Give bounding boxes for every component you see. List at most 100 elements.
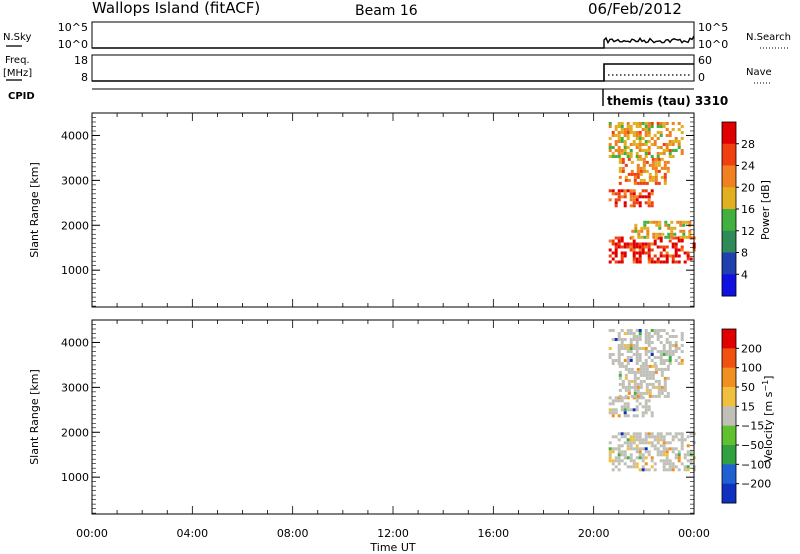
echo-cell (611, 408, 615, 412)
echo-cell (623, 251, 627, 255)
colorbar-segment (722, 406, 736, 427)
echo-cell (682, 223, 686, 227)
echo-cell (668, 353, 672, 356)
echo-cell (635, 137, 639, 140)
echo-cell (627, 172, 631, 176)
colorbar-segment (722, 329, 736, 349)
echo-cell (614, 128, 618, 131)
echo-cell (608, 189, 612, 193)
echo-cell (629, 344, 633, 347)
echo-cell (668, 155, 672, 158)
echo-cell (636, 391, 640, 395)
echo-cell (627, 388, 631, 392)
echo-cell (614, 192, 618, 196)
echo-cell (626, 152, 630, 155)
echo-cell (630, 370, 634, 374)
echo-cell (634, 226, 638, 230)
echo-cell (623, 441, 627, 445)
echo-cell (636, 394, 640, 398)
echo-cell (677, 456, 681, 460)
echo-cell (629, 332, 633, 335)
echo-cell (654, 169, 658, 173)
echo-cell (659, 125, 663, 128)
echo-cell (632, 335, 636, 338)
echo-cell (614, 149, 618, 152)
echo-cell (611, 257, 615, 261)
echo-cell (652, 235, 656, 239)
echo-cell (650, 189, 654, 193)
echo-cell (629, 341, 633, 344)
echo-cell (648, 391, 652, 395)
echo-cell (683, 438, 687, 442)
echo-cell (638, 432, 642, 436)
echo-cell (670, 226, 674, 230)
echo-cell (638, 146, 642, 149)
echo-cell (623, 462, 627, 466)
echo-cell (642, 364, 646, 368)
y-tick-label: 1000 (61, 264, 89, 277)
echo-cell (650, 459, 654, 463)
echo-cell (677, 140, 681, 143)
echo-cell (632, 257, 636, 261)
freq-label: Freq. (5, 55, 30, 66)
echo-cell (671, 350, 675, 353)
echo-cell (662, 468, 666, 472)
echo-cell (659, 453, 663, 457)
echo-cell (665, 441, 669, 445)
echo-cell (638, 149, 642, 152)
echo-cell (665, 122, 669, 125)
colorbar-segment (722, 348, 736, 369)
echo-cell (635, 131, 639, 134)
echo-cell (680, 149, 684, 152)
echo-cell (665, 149, 669, 152)
echo-cell (689, 432, 693, 436)
echo-cell (620, 257, 624, 261)
echo-cell (608, 447, 612, 451)
echo-cell (650, 341, 654, 344)
echo-cell (656, 137, 660, 140)
echo-cell (659, 450, 663, 454)
echo-cell (620, 189, 624, 193)
echo-cell (688, 232, 692, 236)
echo-cell (677, 122, 681, 125)
echo-cell (671, 438, 675, 442)
echo-cell (626, 347, 630, 350)
echo-cell (663, 166, 667, 170)
echo-cell (654, 394, 658, 398)
echo-cell (638, 248, 642, 252)
colorbar-frame (721, 328, 737, 504)
echo-cell (662, 245, 666, 249)
echo-cell (671, 257, 675, 261)
echo-cell (620, 344, 624, 347)
time-axis-label: Time UT (369, 541, 415, 554)
echo-cell (665, 257, 669, 261)
echo-cell (674, 465, 678, 469)
echo-cell (689, 257, 693, 261)
echo-cell (680, 359, 684, 362)
echo-cell (639, 370, 643, 374)
echo-cell (647, 432, 651, 436)
echo-cell (641, 245, 645, 249)
echo-cell (685, 220, 689, 224)
echo-cell (647, 195, 651, 199)
echo-cell (608, 459, 612, 463)
echo-cell (685, 235, 689, 239)
echo-cell (635, 456, 639, 460)
echo-cell (666, 364, 670, 368)
echo-cell (656, 438, 660, 442)
echo-cell (614, 359, 618, 362)
echo-cell (670, 220, 674, 224)
echo-cell (620, 341, 624, 344)
echo-cell (655, 235, 659, 239)
echo-cell (666, 367, 670, 371)
echo-cell (653, 242, 657, 246)
echo-cell (645, 367, 649, 371)
echo-cell (644, 450, 648, 454)
echo-cell (626, 432, 630, 436)
echo-cell (677, 468, 681, 472)
echo-cell (652, 220, 656, 224)
echo-cell (624, 367, 628, 371)
echo-cell (633, 394, 637, 398)
echo-cell (626, 396, 630, 400)
echo-cell (645, 160, 649, 164)
